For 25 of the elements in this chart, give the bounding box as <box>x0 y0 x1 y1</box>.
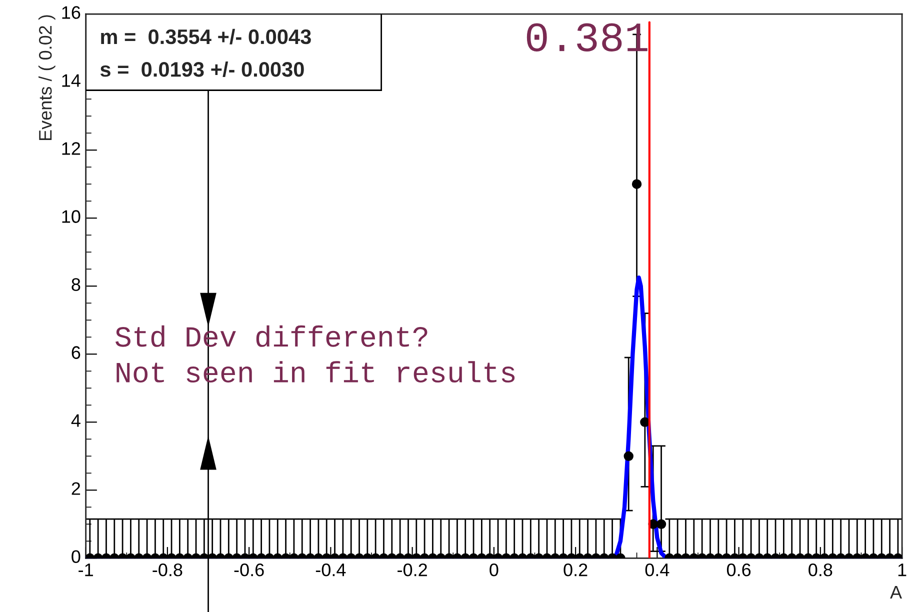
y-tick-label: 2 <box>72 482 80 495</box>
x-axis-title: A <box>890 586 902 598</box>
x-tick-label: 0.6 <box>726 563 751 576</box>
x-tick-label: 0.4 <box>645 563 670 576</box>
x-tick-label: -0.6 <box>234 563 264 576</box>
annotation: m = 0.3554 +/- 0.0043 <box>101 28 311 44</box>
y-tick-label: 10 <box>62 210 80 223</box>
y-tick-label: 12 <box>62 142 80 155</box>
y-tick-label: 8 <box>72 278 80 291</box>
y-tick-label: 4 <box>71 414 80 427</box>
x-tick-label: -0.2 <box>398 563 427 576</box>
y-tick-label: 16 <box>62 6 80 19</box>
y-axis-title: Events / ( 0.02 ) <box>38 15 56 140</box>
x-tick-label: 0.2 <box>564 563 588 576</box>
y-tick-label: 14 <box>62 74 80 87</box>
x-tick-label: -0.4 <box>316 563 346 576</box>
x-tick-label: -0.8 <box>152 563 182 576</box>
x-tick-label: 0.8 <box>808 563 832 576</box>
ref-line-label: 0.381 <box>526 23 648 52</box>
y-tick-label: 6 <box>72 346 80 359</box>
annotation: s = 0.0193 +/- 0.0030 <box>100 61 304 78</box>
x-tick-label: -1 <box>78 564 93 576</box>
y-tick-label: 0 <box>72 550 80 563</box>
x-tick-label: 1 <box>898 564 906 576</box>
x-tick-label: 0 <box>490 563 498 576</box>
